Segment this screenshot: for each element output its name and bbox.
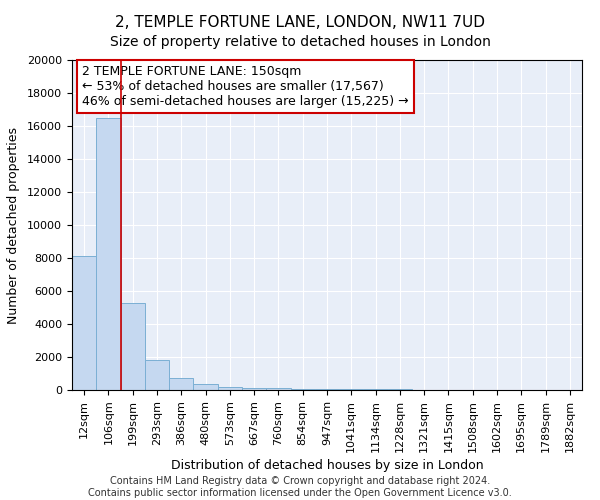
X-axis label: Distribution of detached houses by size in London: Distribution of detached houses by size … [170, 459, 484, 472]
Text: Contains HM Land Registry data © Crown copyright and database right 2024.
Contai: Contains HM Land Registry data © Crown c… [88, 476, 512, 498]
Bar [72, 256, 96, 390]
Bar [169, 378, 193, 390]
Bar [218, 386, 242, 390]
Bar [315, 389, 339, 390]
Bar [193, 384, 218, 390]
Text: 2 TEMPLE FORTUNE LANE: 150sqm
← 53% of detached houses are smaller (17,567)
46% : 2 TEMPLE FORTUNE LANE: 150sqm ← 53% of d… [82, 65, 409, 108]
Bar [145, 360, 169, 390]
Text: 2, TEMPLE FORTUNE LANE, LONDON, NW11 7UD: 2, TEMPLE FORTUNE LANE, LONDON, NW11 7UD [115, 15, 485, 30]
Bar [339, 389, 364, 390]
Text: Size of property relative to detached houses in London: Size of property relative to detached ho… [110, 35, 490, 49]
Bar [290, 388, 315, 390]
Y-axis label: Number of detached properties: Number of detached properties [7, 126, 20, 324]
Bar [121, 302, 145, 390]
Bar [364, 389, 388, 390]
Bar [266, 388, 290, 390]
Bar [96, 118, 121, 390]
Bar [242, 388, 266, 390]
